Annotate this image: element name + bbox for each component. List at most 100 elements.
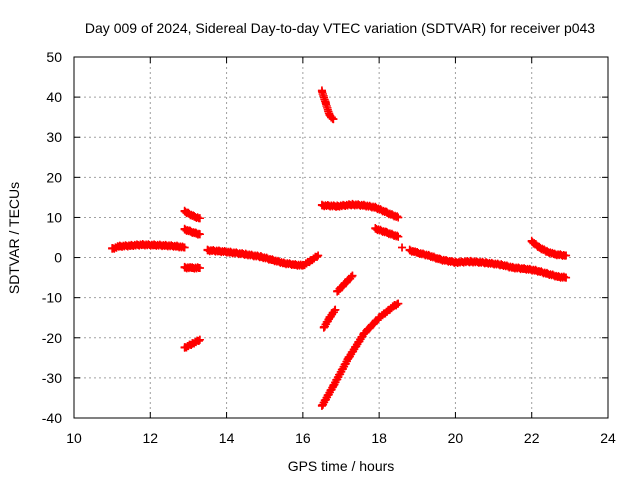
data-point bbox=[520, 264, 529, 273]
data-point bbox=[195, 214, 204, 223]
data-point bbox=[203, 246, 212, 255]
series-neg-short-1 bbox=[319, 305, 340, 332]
data-point bbox=[398, 243, 407, 252]
data-point bbox=[314, 251, 323, 260]
data-point bbox=[306, 256, 315, 265]
data-point bbox=[325, 111, 334, 120]
series-mid-13h bbox=[180, 224, 204, 239]
y-tick-label: -40 bbox=[42, 410, 62, 426]
data-point bbox=[527, 237, 536, 246]
data-point bbox=[291, 260, 300, 269]
data-point bbox=[188, 339, 197, 348]
data-point bbox=[180, 343, 189, 352]
data-layer bbox=[108, 86, 571, 410]
data-point bbox=[241, 250, 250, 259]
data-point bbox=[531, 266, 540, 275]
y-axis-label: SDTVAR / TECUs bbox=[6, 182, 22, 294]
series-neg-13h bbox=[180, 335, 204, 352]
data-point bbox=[359, 329, 368, 338]
data-point bbox=[550, 250, 559, 259]
data-point bbox=[184, 209, 193, 218]
data-point bbox=[298, 261, 307, 270]
series-mid-18h bbox=[371, 223, 403, 241]
data-point bbox=[508, 263, 517, 272]
data-point bbox=[340, 279, 349, 288]
x-tick-label: 16 bbox=[295, 430, 311, 446]
data-point bbox=[195, 335, 204, 344]
data-point bbox=[371, 203, 380, 212]
data-point bbox=[319, 323, 328, 332]
data-point bbox=[317, 87, 326, 96]
series-main-mid bbox=[203, 245, 323, 270]
x-tick-label: 24 bbox=[600, 430, 616, 446]
data-point bbox=[375, 313, 384, 322]
data-point bbox=[451, 258, 460, 267]
x-tick-label: 22 bbox=[524, 430, 540, 446]
data-point bbox=[329, 115, 338, 124]
tick-layer: 10 12 14 16 18 20 22 24 -40 -30 -20 -10 0 10 20 30 40 50 bbox=[42, 49, 616, 446]
data-point bbox=[317, 201, 326, 210]
series-steep-ascent bbox=[317, 299, 403, 410]
y-tick-label: 40 bbox=[46, 89, 62, 105]
data-point bbox=[321, 99, 330, 108]
y-tick-label: 20 bbox=[46, 169, 62, 185]
x-tick-label: 18 bbox=[371, 430, 387, 446]
series-markers bbox=[317, 86, 338, 124]
data-point bbox=[180, 225, 189, 234]
x-tick-label: 12 bbox=[142, 430, 158, 446]
series-markers bbox=[317, 199, 403, 222]
data-point bbox=[554, 272, 563, 281]
data-point bbox=[333, 287, 342, 296]
y-tick-label: 30 bbox=[46, 129, 62, 145]
y-tick-label: -10 bbox=[42, 290, 62, 306]
data-point bbox=[382, 208, 391, 217]
y-tick-label: 50 bbox=[46, 49, 62, 65]
data-point bbox=[405, 246, 414, 255]
series-upper-13h bbox=[180, 206, 204, 223]
series-steep-descent bbox=[317, 86, 338, 124]
data-point bbox=[542, 269, 551, 278]
data-point bbox=[268, 255, 277, 264]
data-point bbox=[562, 273, 571, 282]
data-point bbox=[161, 241, 170, 250]
x-tick-label: 20 bbox=[448, 430, 464, 446]
data-point bbox=[115, 242, 124, 251]
data-point bbox=[317, 401, 326, 410]
data-point bbox=[192, 229, 201, 238]
data-point bbox=[348, 200, 357, 209]
series-upper-plateau bbox=[317, 199, 403, 222]
data-point bbox=[371, 224, 380, 233]
data-point bbox=[279, 259, 288, 268]
data-point bbox=[138, 240, 147, 249]
x-axis-label: GPS time / hours bbox=[288, 458, 395, 474]
y-tick-label: -30 bbox=[42, 370, 62, 386]
y-tick-label: 0 bbox=[54, 250, 62, 266]
data-point bbox=[333, 202, 342, 211]
series-markers bbox=[527, 236, 571, 260]
x-tick-label: 10 bbox=[66, 430, 82, 446]
data-point bbox=[466, 257, 475, 266]
data-point bbox=[481, 258, 490, 267]
chart-title: Day 009 of 2024, Sidereal Day-to-day VTE… bbox=[85, 20, 595, 36]
data-point bbox=[331, 305, 340, 314]
data-point bbox=[413, 248, 422, 257]
data-point bbox=[562, 251, 571, 260]
data-point bbox=[424, 251, 433, 260]
data-point bbox=[394, 299, 403, 308]
data-point bbox=[188, 263, 197, 272]
x-tick-label: 14 bbox=[219, 430, 235, 446]
data-point bbox=[542, 247, 551, 256]
data-point bbox=[190, 212, 199, 221]
data-point bbox=[180, 263, 189, 272]
data-point bbox=[497, 260, 506, 269]
data-point bbox=[535, 243, 544, 252]
data-point bbox=[195, 263, 204, 272]
data-point bbox=[344, 353, 353, 362]
data-point bbox=[394, 232, 403, 241]
data-point bbox=[127, 241, 136, 250]
data-point bbox=[186, 227, 195, 236]
series-isolated bbox=[398, 243, 407, 252]
data-point bbox=[329, 381, 338, 390]
data-point bbox=[226, 248, 235, 257]
